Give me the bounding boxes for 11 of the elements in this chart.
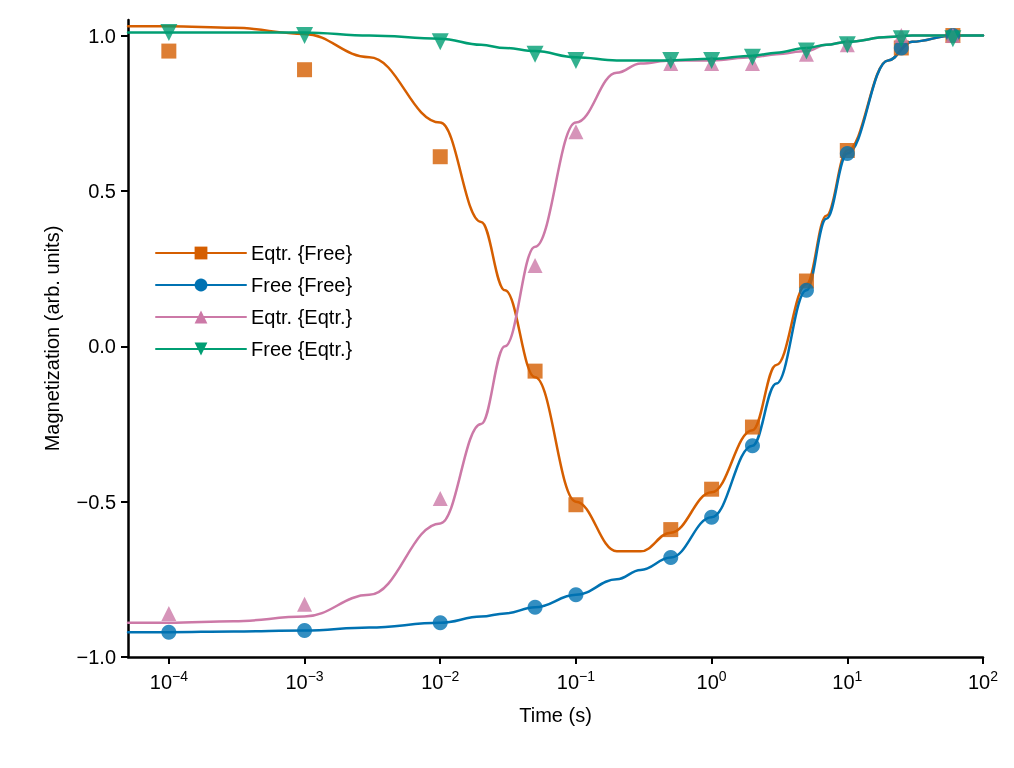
legend-label: Free {Eqtr.}: [251, 338, 353, 360]
y-tick-label: 0.5: [88, 179, 116, 202]
y-tick-label: −1.0: [76, 646, 116, 668]
y-axis-title: Magnetization (arb. units): [41, 225, 63, 452]
legend-label: Free {Free}: [251, 274, 353, 296]
y-tick-label: 0.0: [88, 335, 116, 358]
x-axis-title: Time (s): [519, 704, 592, 726]
y-tick-label: 1.0: [88, 24, 116, 47]
legend-label: Eqtr. {Eqtr.}: [251, 306, 353, 328]
legend-label: Eqtr. {Free}: [251, 242, 353, 264]
y-tick-label: −0.5: [76, 490, 116, 513]
